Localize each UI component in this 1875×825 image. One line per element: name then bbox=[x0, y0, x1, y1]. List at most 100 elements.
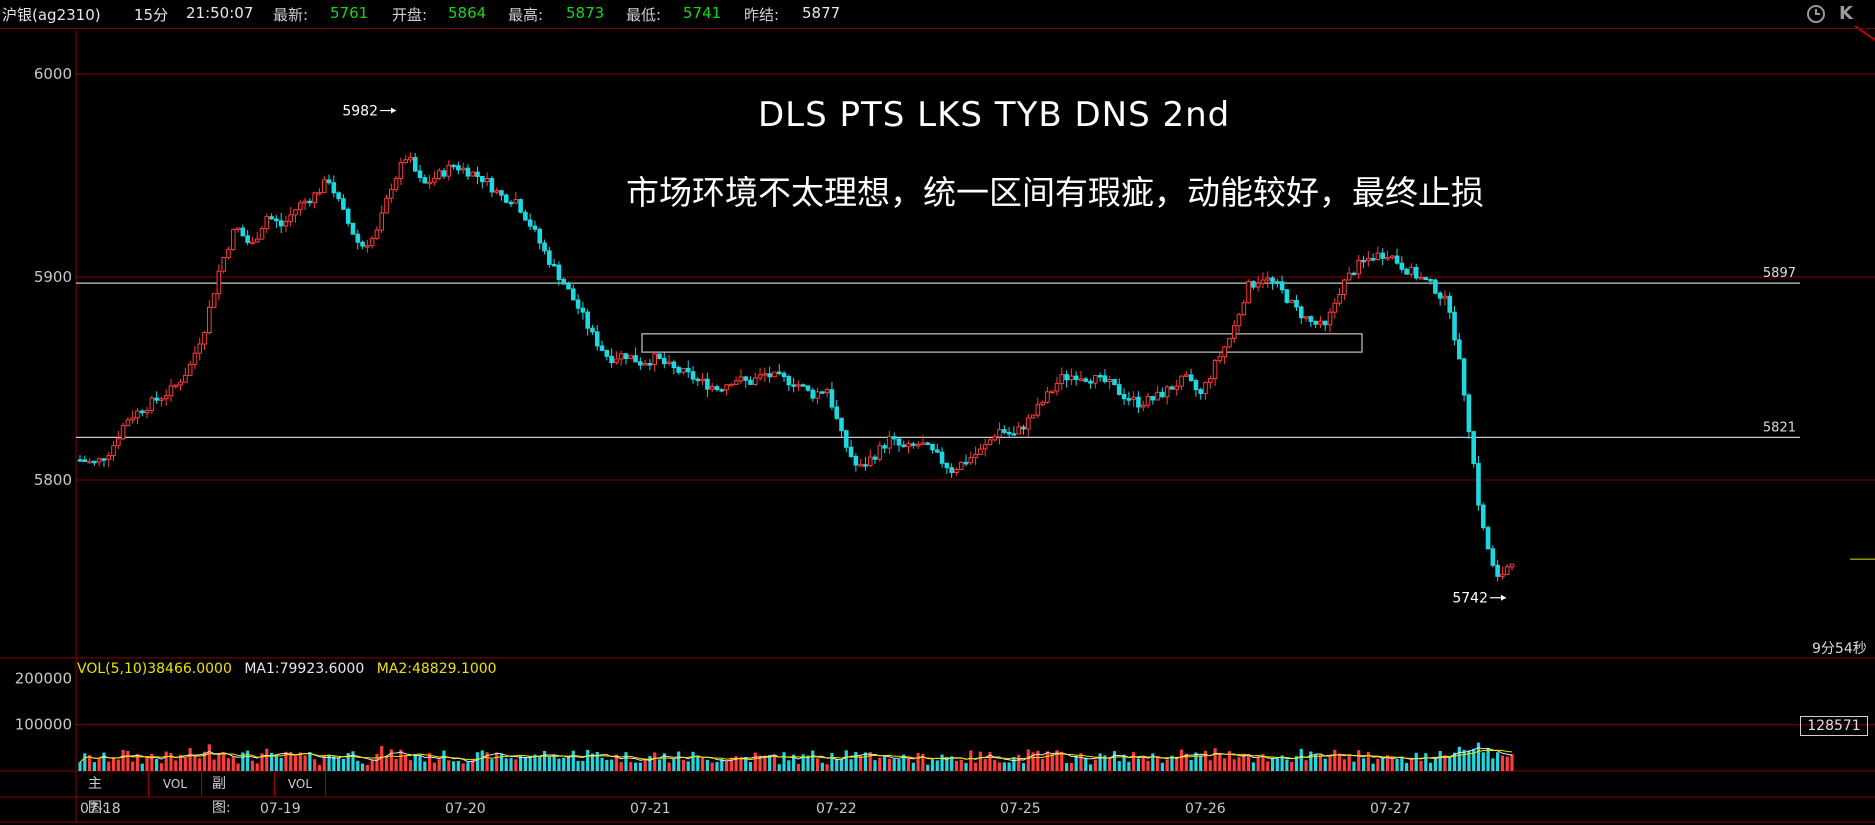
candle-body bbox=[1251, 281, 1256, 288]
candle-body bbox=[527, 219, 533, 227]
volume-bar bbox=[1136, 758, 1141, 771]
volume-bar bbox=[1496, 752, 1500, 771]
candle-body bbox=[1155, 391, 1160, 401]
candle-body bbox=[752, 377, 758, 385]
candle-body bbox=[781, 372, 787, 378]
candle-body bbox=[786, 376, 792, 386]
candle-body bbox=[283, 221, 289, 227]
candle-body bbox=[1433, 279, 1438, 294]
candle-body bbox=[159, 398, 164, 401]
candle-body bbox=[1500, 573, 1505, 577]
volume-bar bbox=[246, 750, 250, 771]
volume-bar bbox=[485, 752, 489, 771]
quote-header: 沪银(ag2310) 15分 21:50:07 最新: 5761 开盘: 586… bbox=[0, 0, 1875, 29]
candle-body bbox=[1236, 314, 1242, 327]
volume-bar bbox=[710, 762, 714, 771]
volume-bar bbox=[289, 751, 293, 771]
volume-bar bbox=[145, 756, 149, 771]
candle-body bbox=[135, 410, 140, 419]
volume-bar bbox=[973, 762, 978, 771]
candle-body bbox=[843, 430, 849, 448]
volume-bar bbox=[394, 758, 398, 771]
candle-body bbox=[374, 229, 380, 239]
volume-bar bbox=[317, 765, 322, 771]
candle-body bbox=[1327, 311, 1333, 326]
volume-bar bbox=[969, 750, 973, 771]
candle-body bbox=[638, 361, 643, 366]
candle-body bbox=[1217, 356, 1223, 362]
sub-chart-vol-button[interactable]: VOL bbox=[274, 772, 326, 796]
volume-bar bbox=[863, 752, 868, 771]
candle-body bbox=[810, 389, 816, 399]
volume-bar bbox=[1304, 760, 1308, 771]
date-label: 07-26 bbox=[1185, 801, 1226, 817]
candle-body bbox=[1212, 360, 1218, 379]
candle-body bbox=[1389, 255, 1395, 259]
volume-legend: VOL(5,10)38466.0000 MA1:79923.6000 MA2:4… bbox=[77, 661, 505, 677]
volume-bar bbox=[619, 762, 623, 771]
volume-bar bbox=[950, 756, 954, 771]
volume-bar bbox=[1337, 753, 1342, 771]
candle-body bbox=[226, 248, 231, 259]
candle-body bbox=[393, 178, 399, 190]
candle-body bbox=[1174, 385, 1180, 390]
candle-body bbox=[1255, 282, 1261, 288]
volume-bar bbox=[1285, 759, 1289, 771]
candle-body bbox=[331, 182, 337, 194]
candle-body bbox=[326, 179, 332, 184]
volume-bar bbox=[605, 759, 609, 771]
candle-body bbox=[1490, 548, 1496, 566]
candle-body bbox=[762, 373, 768, 376]
candle-body bbox=[1097, 375, 1103, 378]
volume-bar bbox=[1294, 756, 1299, 771]
candle-body bbox=[896, 438, 902, 446]
latest-label: 最新: bbox=[273, 6, 309, 24]
candle-body bbox=[963, 461, 969, 465]
main-chart-vol-button[interactable]: VOL bbox=[148, 772, 202, 796]
candle-body bbox=[532, 225, 538, 230]
volume-bar bbox=[428, 753, 432, 771]
period-label: 15分 bbox=[134, 6, 169, 24]
candle-body bbox=[872, 456, 878, 460]
candle-body bbox=[389, 188, 394, 199]
volume-bar bbox=[825, 764, 829, 771]
candle-body bbox=[336, 192, 341, 200]
volume-bar bbox=[1405, 762, 1409, 771]
candle-body bbox=[661, 357, 667, 365]
volume-bar bbox=[466, 762, 470, 771]
candle-body bbox=[743, 376, 749, 381]
candle-body bbox=[149, 397, 155, 411]
volume-bar bbox=[557, 758, 561, 771]
candle-body bbox=[1246, 281, 1251, 304]
candle-body bbox=[1140, 404, 1146, 408]
volume-bar bbox=[471, 759, 475, 771]
candle-body bbox=[82, 459, 88, 463]
volume-bar bbox=[1041, 759, 1045, 771]
candle-body bbox=[824, 389, 830, 394]
candle-body bbox=[1193, 380, 1199, 391]
candle-body bbox=[930, 443, 935, 451]
clock-icon[interactable] bbox=[1806, 4, 1826, 24]
candle-body bbox=[120, 425, 126, 440]
candle-body bbox=[776, 371, 782, 375]
volume-bar bbox=[226, 758, 231, 771]
volume-bar bbox=[241, 752, 245, 771]
volume-bar bbox=[782, 752, 786, 771]
candle-body bbox=[690, 371, 696, 380]
candle-body bbox=[954, 468, 959, 473]
volume-bar bbox=[1452, 752, 1457, 771]
candle-body bbox=[508, 201, 514, 205]
volume-bar bbox=[729, 757, 733, 771]
volume-bar bbox=[308, 751, 312, 771]
volume-bar bbox=[753, 752, 757, 771]
volume-bar bbox=[724, 761, 729, 771]
candle-body bbox=[216, 270, 222, 295]
volume-bar bbox=[1361, 758, 1366, 771]
volume-bar bbox=[1237, 757, 1241, 771]
candle-body bbox=[92, 460, 97, 464]
k-line-toggle-icon[interactable]: K bbox=[1839, 3, 1853, 24]
candle-body bbox=[791, 384, 796, 387]
volume-bar bbox=[83, 753, 87, 771]
candle-body bbox=[729, 383, 734, 387]
